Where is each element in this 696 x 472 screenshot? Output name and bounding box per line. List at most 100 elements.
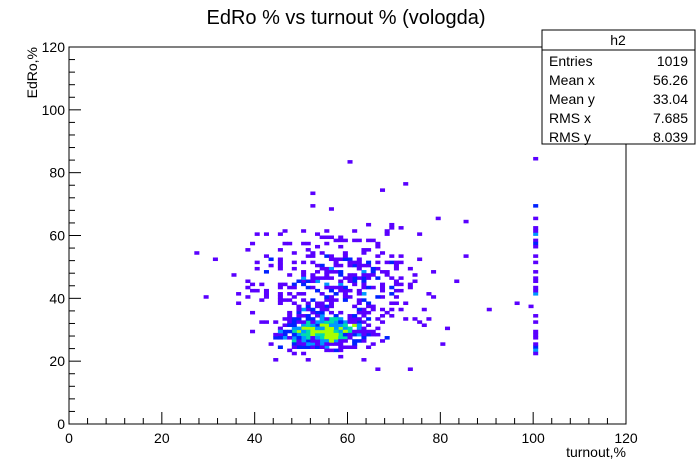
heatmap-bin: [301, 298, 307, 302]
heatmap-bin: [263, 232, 269, 236]
heatmap-bin: [315, 232, 321, 236]
heatmap-bin: [301, 241, 307, 246]
heatmap-bin: [370, 332, 376, 337]
heatmap-bin: [361, 282, 367, 287]
heatmap-bin: [356, 292, 362, 296]
heatmap-bin: [342, 320, 348, 324]
heatmap-bin: [315, 276, 321, 280]
heatmap-bin: [315, 288, 321, 293]
heatmap-bin: [347, 263, 353, 268]
heatmap-bin: [259, 320, 265, 324]
heatmap-bin: [361, 339, 367, 343]
heatmap-bin: [533, 288, 539, 293]
heatmap-bin: [315, 244, 321, 249]
x-tick-label: 0: [65, 430, 73, 446]
heatmap-bin: [301, 345, 307, 349]
heatmap-bin: [389, 276, 395, 280]
heatmap-bin: [379, 307, 386, 312]
heatmap-bin: [328, 285, 334, 290]
heatmap-bin: [310, 329, 316, 334]
heatmap-bin: [245, 295, 251, 299]
heatmap-bin: [287, 336, 293, 340]
heatmap-bin: [324, 282, 330, 287]
heatmap-bin: [333, 339, 339, 343]
heatmap-bin: [361, 263, 367, 268]
heatmap-bin: [305, 317, 311, 321]
heatmap-bin: [393, 263, 399, 268]
heatmap-bin: [328, 336, 334, 340]
heatmap-bin: [268, 342, 274, 346]
heatmap-bin: [263, 320, 269, 324]
heatmap-bin: [305, 329, 311, 334]
heatmap-bin: [375, 244, 381, 249]
heatmap-bin: [389, 301, 395, 306]
heatmap-bin: [277, 282, 283, 287]
heatmap-bin: [379, 320, 386, 324]
heatmap-bin: [305, 320, 311, 324]
heatmap-bin: [398, 254, 404, 258]
heatmap-bin: [333, 342, 339, 346]
heatmap-bin: [310, 336, 316, 340]
heatmap-bin: [328, 320, 334, 324]
heatmap-bin: [273, 358, 279, 362]
heatmap-bin: [375, 295, 381, 299]
heatmap-bin: [268, 263, 274, 268]
heatmap-bin: [384, 270, 390, 274]
heatmap-bin: [263, 254, 269, 258]
x-tick-label: 100: [521, 430, 545, 446]
heatmap-bin: [333, 285, 339, 290]
heatmap-bin: [282, 323, 288, 328]
stats-row-value: 33.04: [653, 91, 688, 107]
heatmap-bin: [375, 266, 381, 271]
heatmap-bin: [324, 336, 330, 340]
heatmap-bin: [342, 254, 348, 258]
heatmap-bin: [398, 226, 404, 230]
heatmap-bin: [301, 279, 307, 284]
heatmap-bin: [310, 310, 316, 315]
heatmap-bin: [333, 238, 339, 243]
heatmap-bin: [533, 241, 539, 246]
heatmap-bin: [370, 238, 376, 243]
heatmap-bin: [463, 219, 469, 224]
heatmap-bin: [356, 276, 362, 280]
heatmap-bin: [393, 266, 399, 271]
heatmap-bin: [533, 244, 539, 249]
heatmap-bin: [282, 329, 288, 334]
heatmap-bin: [282, 332, 288, 337]
heatmap-bin: [342, 251, 348, 255]
heatmap-bin: [352, 342, 358, 346]
heatmap-bin: [250, 241, 256, 246]
heatmap-bin: [245, 285, 251, 290]
heatmap-bin: [384, 260, 390, 265]
heatmap-bin: [315, 263, 321, 268]
heatmap-bin: [333, 314, 339, 318]
heatmap-bin: [291, 323, 297, 328]
heatmap-bin: [379, 295, 386, 299]
heatmap-bin: [421, 307, 427, 312]
heatmap-bin: [236, 301, 242, 306]
heatmap-bin: [305, 314, 311, 318]
heatmap-bin: [291, 326, 297, 331]
heatmap-bin: [379, 288, 386, 293]
y-tick-label: 80: [49, 165, 65, 181]
heatmap-bin: [342, 295, 348, 299]
stats-row-value: 7.685: [653, 110, 688, 126]
heatmap-bin: [338, 320, 344, 324]
heatmap-bin: [296, 345, 302, 349]
heatmap-bin: [273, 332, 279, 337]
heatmap-bin: [342, 292, 348, 296]
heatmap-bin: [533, 329, 539, 334]
heatmap-bin: [305, 304, 311, 309]
heatmap-bin: [315, 339, 321, 343]
heatmap-bin: [291, 339, 297, 343]
heatmap-bin: [366, 260, 372, 265]
heatmap-bin: [347, 320, 353, 324]
heatmap-bin: [389, 307, 395, 312]
heatmap-bin: [333, 298, 339, 302]
heatmap-bin: [342, 298, 348, 302]
heatmap-bin: [287, 273, 293, 277]
stats-row-label: Entries: [549, 53, 593, 69]
heatmap-bin: [412, 279, 418, 284]
heatmap-bin: [315, 301, 321, 306]
heatmap-bin: [444, 326, 451, 331]
